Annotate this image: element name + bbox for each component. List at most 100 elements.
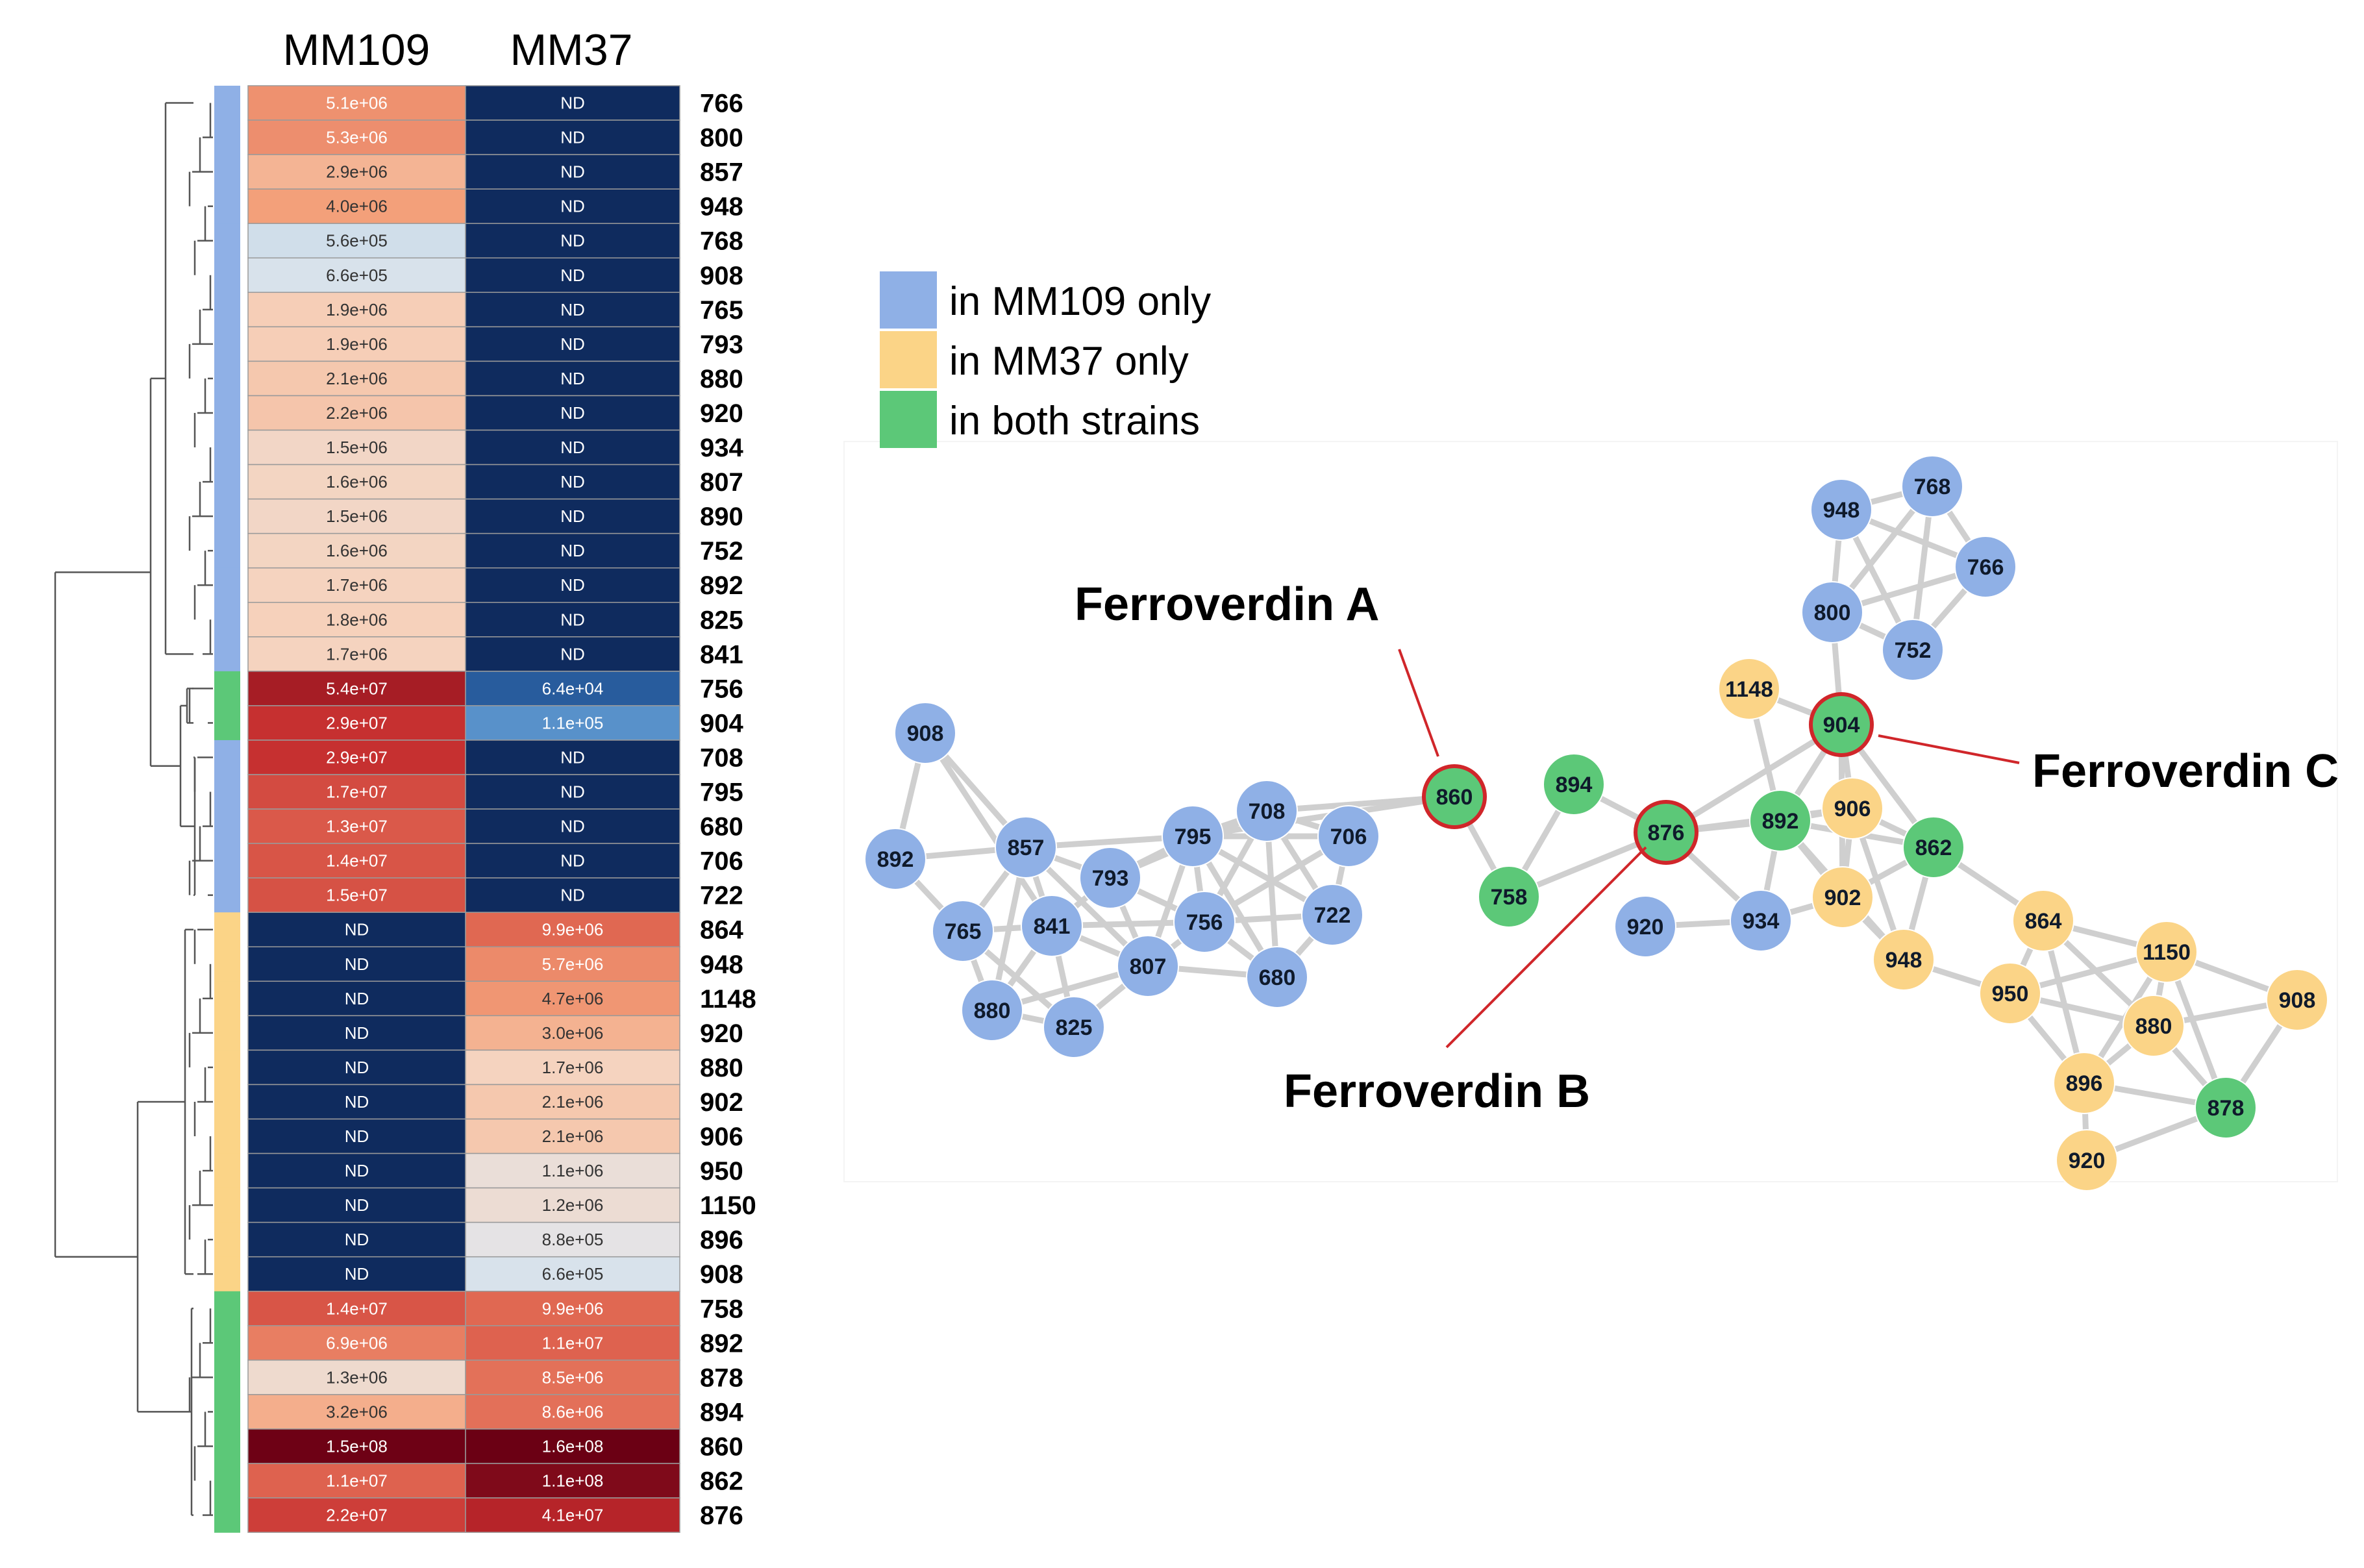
- heatmap-row: ND 1.1e+06: [247, 1152, 680, 1189]
- network-node: 892: [864, 828, 927, 890]
- heatmap-cell-value-mm109: 2.9e+07: [326, 747, 388, 767]
- network-node-label: 902: [1824, 886, 1861, 910]
- heatmap-row-label: 948: [700, 193, 743, 221]
- heatmap-row: 1.3e+07 ND: [247, 808, 680, 844]
- heatmap-row-label: 752: [700, 537, 743, 566]
- heatmap-row-label: 800: [700, 124, 743, 153]
- heatmap-cell-value-mm109: 1.6e+06: [326, 541, 388, 560]
- heatmap-cell-mm37: [465, 429, 680, 466]
- network-node-label: 892: [877, 847, 914, 872]
- heatmap-row-label: 892: [700, 571, 743, 600]
- group-strip-cell: [214, 120, 240, 155]
- network-node: 807: [1117, 935, 1179, 997]
- heatmap-cell-mm37: [465, 223, 680, 259]
- heatmap-cell-mm37: [465, 636, 680, 672]
- group-strip-cell: [214, 464, 240, 500]
- heatmap-row-label: 857: [700, 158, 743, 187]
- heatmap-row: 3.2e+06 8.6e+06: [247, 1394, 680, 1430]
- network-node: 752: [1882, 619, 1944, 681]
- network-node: 934: [1730, 890, 1792, 952]
- network-node-label: 908: [907, 721, 944, 746]
- heatmap-cell-mm109: [247, 567, 466, 603]
- heatmap-cell-value-mm37: ND: [560, 747, 585, 767]
- heatmap-row: 2.9e+07 ND: [247, 740, 680, 775]
- network-node-circle: [1079, 847, 1141, 909]
- network-node-label: 766: [1967, 555, 2004, 580]
- heatmap-row: ND 5.7e+06: [247, 946, 680, 982]
- network-node: 765: [932, 900, 994, 962]
- network-node-circle: [2012, 890, 2074, 952]
- group-strip-cell: [214, 430, 240, 466]
- heatmap-row: ND 8.8e+05: [247, 1221, 680, 1258]
- heatmap-cell-value-mm109: 1.7e+06: [326, 575, 388, 595]
- network-panel-background: [843, 441, 2338, 1182]
- network-node-label: 825: [1056, 1015, 1093, 1040]
- network-node: 948: [1810, 479, 1873, 541]
- heatmap-row: 6.9e+06 1.1e+07: [247, 1325, 680, 1361]
- group-strip-cell: [214, 567, 240, 603]
- network-edge: [1189, 793, 1458, 840]
- heatmap-row-label: 825: [700, 606, 743, 634]
- heatmap-row-label: 878: [700, 1363, 743, 1392]
- heatmap-row-label: 948: [700, 951, 743, 979]
- heatmap-cell-mm37: [465, 257, 680, 293]
- heatmap-cell-value-mm109: 4.0e+06: [326, 197, 388, 216]
- group-strip-cell: [214, 602, 240, 638]
- heatmap-cell-mm109: [247, 740, 466, 775]
- heatmap-cell-mm109: [247, 1221, 466, 1258]
- ferroverdin-a-label: Ferroverdin A: [1075, 579, 1379, 630]
- heatmap-row: 1.5e+06 ND: [247, 498, 680, 534]
- heatmap-row: 5.3e+06 ND: [247, 119, 680, 155]
- network-node: 706: [1317, 805, 1380, 867]
- heatmap-cell-value-mm109: 3.2e+06: [326, 1402, 388, 1421]
- heatmap-cell-value-mm109: 1.5e+06: [326, 506, 388, 526]
- legend-swatch-mm109: [880, 271, 937, 329]
- network-node-label: 920: [2069, 1149, 2106, 1173]
- heatmap-cell-value-mm109: 1.3e+07: [326, 817, 388, 836]
- heatmap-cell-mm109: [247, 774, 466, 810]
- network-node-label: 948: [1885, 948, 1922, 973]
- heatmap-row: 1.1e+07 1.1e+08: [247, 1463, 680, 1499]
- heatmap-cell-mm37: [465, 360, 680, 397]
- network-node: 825: [1043, 996, 1105, 1058]
- heatmap-row: 2.1e+06 ND: [247, 360, 680, 397]
- group-strip-cell: [214, 1463, 240, 1499]
- legend-label-both: in both strains: [949, 399, 1200, 443]
- network-node-circle: [1117, 935, 1179, 997]
- heatmap-cell-value-mm37: 4.1e+07: [542, 1506, 604, 1525]
- heatmap-cell-value-mm109: ND: [345, 920, 369, 940]
- heatmap-cell-value-mm109: 1.5e+07: [326, 886, 388, 905]
- network-node: 878: [2195, 1076, 2257, 1139]
- network-node: 680: [1246, 946, 1308, 1008]
- network-node-circle: [1162, 805, 1224, 867]
- network-node-circle: [995, 816, 1057, 878]
- heatmap-cell-value-mm109: 1.5e+08: [326, 1436, 388, 1456]
- group-strip-cell: [214, 327, 240, 362]
- network-node: 950: [1979, 962, 2041, 1025]
- heatmap-row: ND 2.1e+06: [247, 1118, 680, 1154]
- heatmap-cell-mm37: [465, 395, 680, 431]
- heatmap-cell-value-mm109: ND: [345, 1092, 369, 1112]
- network-node-circle: [932, 900, 994, 962]
- heatmap-row: 5.6e+05 ND: [247, 223, 680, 259]
- group-strip-cell: [214, 1015, 240, 1051]
- heatmap-cell-value-mm37: 1.1e+07: [542, 1333, 604, 1352]
- network-node-label: 894: [1556, 773, 1593, 797]
- heatmap-cell-mm37: [465, 119, 680, 155]
- group-strip-cell: [214, 1153, 240, 1189]
- legend-swatch-mm37: [880, 331, 937, 388]
- heatmap-row: 2.9e+06 ND: [247, 154, 680, 190]
- heatmap-row-label: 880: [700, 1054, 743, 1082]
- heatmap-cell-value-mm109: ND: [345, 989, 369, 1008]
- heatmap-row-label: 890: [700, 503, 743, 531]
- heatmap-row-label: 920: [700, 1019, 743, 1048]
- network-node-circle: [1021, 895, 1083, 957]
- heatmap-cell-value-mm37: ND: [560, 197, 585, 216]
- heatmap-cell-mm109: [247, 877, 466, 913]
- heatmap-row-label: 892: [700, 1329, 743, 1358]
- heatmap-row-label: 908: [700, 1260, 743, 1289]
- heatmap-cell-value-mm37: 2.1e+06: [542, 1092, 604, 1112]
- network-node: 860: [1422, 764, 1487, 829]
- network-node-circle: [1718, 658, 1780, 720]
- network-node-circle: [1478, 865, 1540, 928]
